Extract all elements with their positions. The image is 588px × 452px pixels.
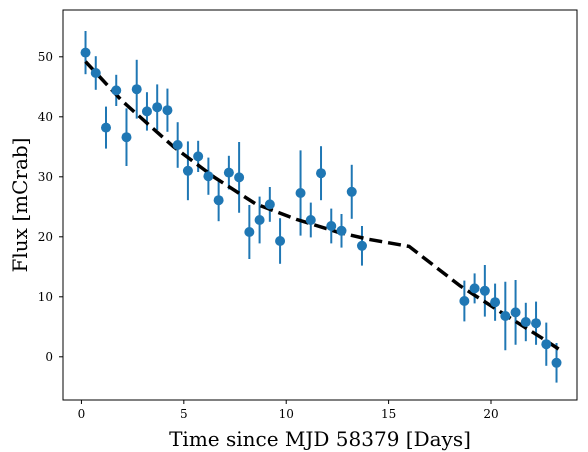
data-point (244, 227, 255, 237)
x-tick-label: 10 (279, 407, 294, 421)
data-point (316, 168, 327, 179)
data-point (336, 225, 347, 236)
data-point (541, 339, 552, 350)
data-point (111, 85, 122, 96)
data-point (356, 240, 367, 251)
y-tick-label: 20 (38, 230, 53, 244)
data-point (152, 102, 163, 113)
data-point (479, 285, 490, 296)
data-point (101, 122, 112, 133)
y-tick-label: 10 (38, 290, 53, 304)
y-tick-label: 0 (45, 350, 53, 364)
x-tick-label: 15 (381, 407, 396, 421)
data-point (295, 188, 306, 198)
data-point (275, 236, 286, 246)
data-point (305, 215, 316, 225)
data-point (141, 106, 152, 117)
data-point (234, 172, 245, 183)
data-point (193, 151, 204, 162)
y-tick-label: 50 (38, 50, 53, 64)
data-point (264, 199, 275, 210)
data-point (510, 307, 521, 318)
x-tick-label: 0 (78, 407, 86, 421)
data-point (121, 132, 132, 143)
data-point (459, 296, 470, 306)
data-point (531, 318, 542, 329)
y-tick-label: 30 (38, 170, 53, 184)
data-point (182, 165, 193, 176)
plot-frame (62, 9, 578, 401)
y-tick-label: 40 (38, 110, 53, 124)
data-point (162, 105, 173, 116)
data-point (254, 215, 265, 225)
data-point (326, 221, 337, 231)
x-axis-label: Time since MJD 58379 [Days] (169, 427, 471, 451)
data-point (80, 47, 91, 58)
data-point (203, 171, 214, 182)
ticks-layer: 0 5 10 15 20 0 10 20 30 40 50 (38, 50, 499, 421)
data-point (469, 283, 480, 294)
data-point (172, 140, 183, 150)
data-point (90, 68, 101, 78)
y-axis-label: Flux [mCrab] (8, 138, 32, 273)
series-layer (80, 31, 562, 383)
x-tick-label: 5 (180, 407, 188, 421)
data-point (131, 84, 142, 95)
data-point (551, 357, 562, 368)
data-point (490, 297, 501, 308)
data-point (346, 186, 357, 197)
x-tick-label: 20 (483, 407, 498, 421)
data-point (223, 167, 234, 178)
data-point (520, 317, 531, 327)
plot-background (63, 10, 577, 400)
data-point (500, 311, 511, 321)
data-point (213, 195, 224, 206)
